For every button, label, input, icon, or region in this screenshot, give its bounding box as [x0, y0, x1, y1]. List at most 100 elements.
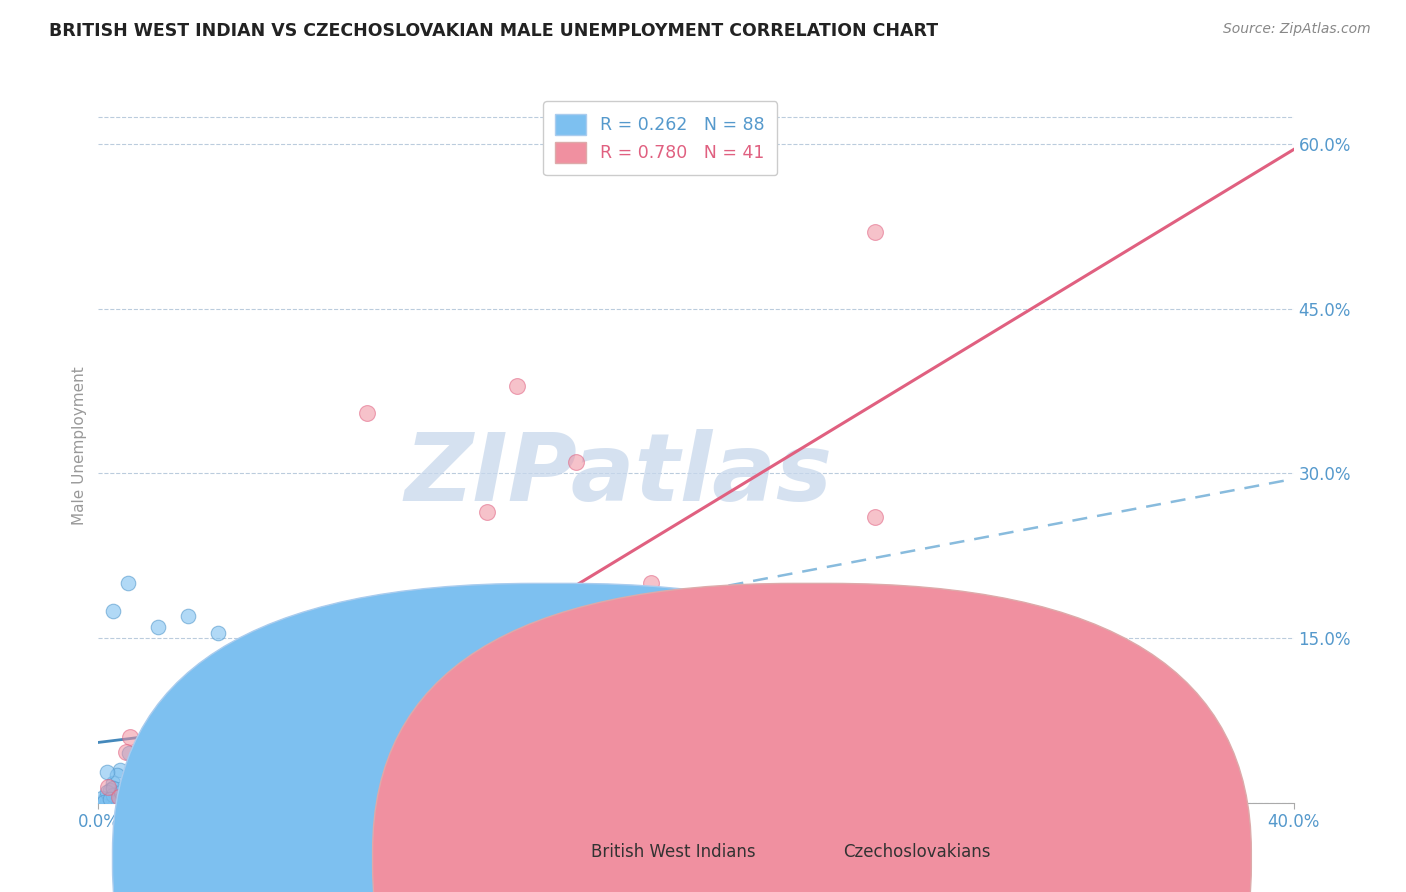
Point [201, 765, 224, 780]
Point [181, 787, 204, 801]
Point [626, 708, 648, 723]
Point [115, 745, 138, 759]
Point [159, 781, 181, 796]
Point [125, 769, 148, 783]
Point [94, 792, 117, 806]
Point [100, 792, 122, 806]
Point [138, 782, 160, 797]
Point [267, 708, 290, 723]
Point [685, 697, 707, 711]
Point [138, 788, 160, 802]
Point [96, 785, 118, 799]
Point [114, 789, 136, 804]
Point [117, 576, 139, 591]
Point [98, 783, 121, 797]
Point [169, 786, 191, 800]
Point [865, 510, 887, 524]
Point [169, 747, 191, 761]
Point [221, 789, 243, 803]
Point [446, 686, 468, 700]
Point [96, 764, 118, 779]
Text: Source: ZipAtlas.com: Source: ZipAtlas.com [1223, 22, 1371, 37]
Point [105, 793, 128, 807]
Point [124, 789, 146, 803]
Point [385, 686, 409, 700]
Point [114, 789, 136, 803]
Point [236, 642, 259, 657]
Point [148, 778, 170, 792]
Point [103, 793, 125, 807]
Point [177, 752, 200, 766]
Point [475, 505, 498, 519]
Point [148, 620, 170, 634]
Point [134, 794, 156, 808]
Point [131, 784, 153, 798]
Point [118, 746, 141, 760]
Point [101, 795, 124, 809]
Text: BRITISH WEST INDIAN VS CZECHOSLOVAKIAN MALE UNEMPLOYMENT CORRELATION CHART: BRITISH WEST INDIAN VS CZECHOSLOVAKIAN M… [49, 22, 938, 40]
Point [91, 791, 114, 805]
Point [101, 789, 124, 803]
Point [207, 625, 229, 640]
Point [129, 782, 152, 797]
Point [122, 778, 145, 792]
Point [131, 783, 153, 797]
Point [110, 784, 132, 798]
Point [174, 789, 197, 803]
Text: ZIPatlas: ZIPatlas [405, 428, 832, 521]
Text: Czechoslovakians: Czechoslovakians [844, 843, 991, 861]
Point [159, 766, 181, 780]
Point [169, 773, 191, 788]
Point [103, 775, 125, 789]
Point [129, 779, 152, 793]
Point [865, 225, 887, 239]
Point [107, 789, 129, 804]
Point [745, 697, 768, 711]
Point [148, 740, 170, 755]
Point [136, 782, 159, 797]
Point [125, 778, 148, 792]
Point [112, 789, 135, 804]
Point [166, 775, 188, 789]
Point [416, 681, 439, 695]
Y-axis label: Male Unemployment: Male Unemployment [72, 367, 87, 525]
Point [105, 768, 128, 782]
Point [236, 719, 259, 733]
Point [207, 730, 229, 744]
Point [565, 455, 588, 469]
Point [104, 788, 127, 802]
Point [506, 378, 529, 392]
Point [120, 730, 142, 744]
Point [953, 730, 976, 744]
Point [101, 780, 124, 795]
Point [156, 795, 179, 809]
Point [128, 780, 150, 795]
Point [356, 406, 378, 420]
Point [96, 794, 118, 808]
Point [267, 637, 290, 651]
Point [145, 789, 167, 803]
Point [169, 780, 191, 794]
Point [177, 609, 200, 624]
Point [118, 796, 141, 810]
Point [183, 780, 205, 794]
Point [326, 664, 349, 678]
Point [141, 770, 163, 784]
Point [385, 675, 409, 690]
Point [128, 791, 150, 805]
Point [135, 795, 157, 809]
Point [114, 791, 136, 805]
Point [115, 795, 138, 809]
Point [138, 778, 160, 792]
Point [177, 764, 200, 779]
Point [138, 776, 160, 790]
Point [149, 772, 172, 787]
Point [640, 576, 662, 591]
Point [326, 697, 349, 711]
Point [97, 780, 120, 794]
Point [103, 604, 125, 618]
Point [108, 787, 131, 801]
Point [153, 785, 176, 799]
Point [134, 763, 156, 777]
Point [131, 796, 153, 810]
